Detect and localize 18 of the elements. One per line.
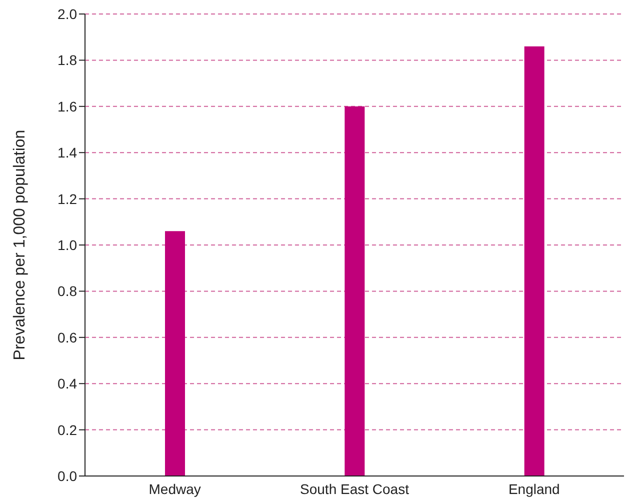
y-tick-label: 1.6 [58, 98, 78, 114]
y-tick-label: 1.8 [58, 52, 78, 68]
x-tick-label: Medway [148, 480, 201, 497]
bar [165, 231, 185, 476]
y-tick-label: 1.2 [58, 190, 78, 207]
y-tick-label: 0.2 [58, 422, 78, 438]
y-axis-title: Prevalence per 1,000 population [12, 130, 29, 360]
x-tick-label: England [508, 480, 560, 497]
y-tick-label: 1.4 [58, 144, 78, 161]
y-tick-label: 0.0 [58, 468, 78, 484]
y-tick-label: 0.8 [58, 283, 78, 300]
y-tick-label: 0.4 [58, 376, 78, 392]
y-tick-label: 1.0 [58, 236, 78, 253]
x-tick-label: South East Coast [300, 480, 410, 497]
bar [524, 46, 544, 476]
y-tick-label: 2.0 [58, 6, 78, 22]
bar [344, 106, 365, 476]
y-tick-label: 0.6 [58, 329, 78, 346]
